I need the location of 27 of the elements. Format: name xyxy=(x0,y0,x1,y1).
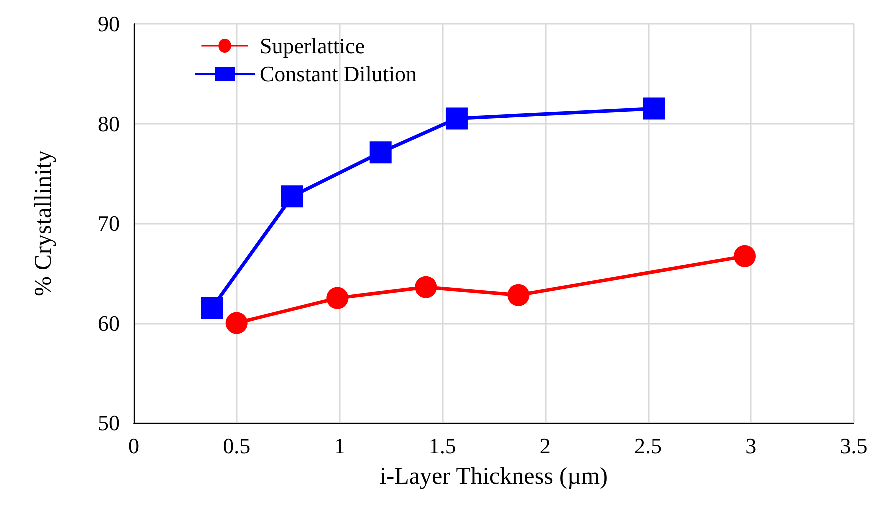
y-tick-label: 50 xyxy=(98,410,120,436)
y-axis-title: % Crystallinity xyxy=(31,150,57,296)
y-tick-label: 90 xyxy=(98,12,120,36)
legend-label: Constant Dilution xyxy=(260,62,418,86)
y-tick-label: 80 xyxy=(98,111,120,136)
x-tick-label: 1.5 xyxy=(428,434,456,458)
point xyxy=(446,108,468,130)
point xyxy=(508,284,530,306)
x-axis-title: i-Layer Thickness (µm) xyxy=(380,464,608,490)
x-tick-label: 2.5 xyxy=(634,434,662,458)
x-tick-label: 1 xyxy=(334,434,346,458)
x-tick-label: 3.5 xyxy=(840,434,868,458)
point xyxy=(415,276,438,298)
point xyxy=(281,186,304,208)
point xyxy=(643,98,666,120)
x-tick-label: 3 xyxy=(746,434,757,458)
point xyxy=(326,287,349,310)
x-tick-label: 2 xyxy=(540,434,551,458)
point xyxy=(734,245,756,268)
legend-label: Superlattice xyxy=(260,34,366,58)
y-tick-label: 70 xyxy=(98,211,120,236)
y-tick-label: 60 xyxy=(98,310,120,336)
point xyxy=(226,312,248,334)
point xyxy=(201,297,224,320)
point xyxy=(370,142,392,164)
x-tick-label: 0.5 xyxy=(223,434,251,458)
x-tick-label: 0 xyxy=(128,434,140,458)
